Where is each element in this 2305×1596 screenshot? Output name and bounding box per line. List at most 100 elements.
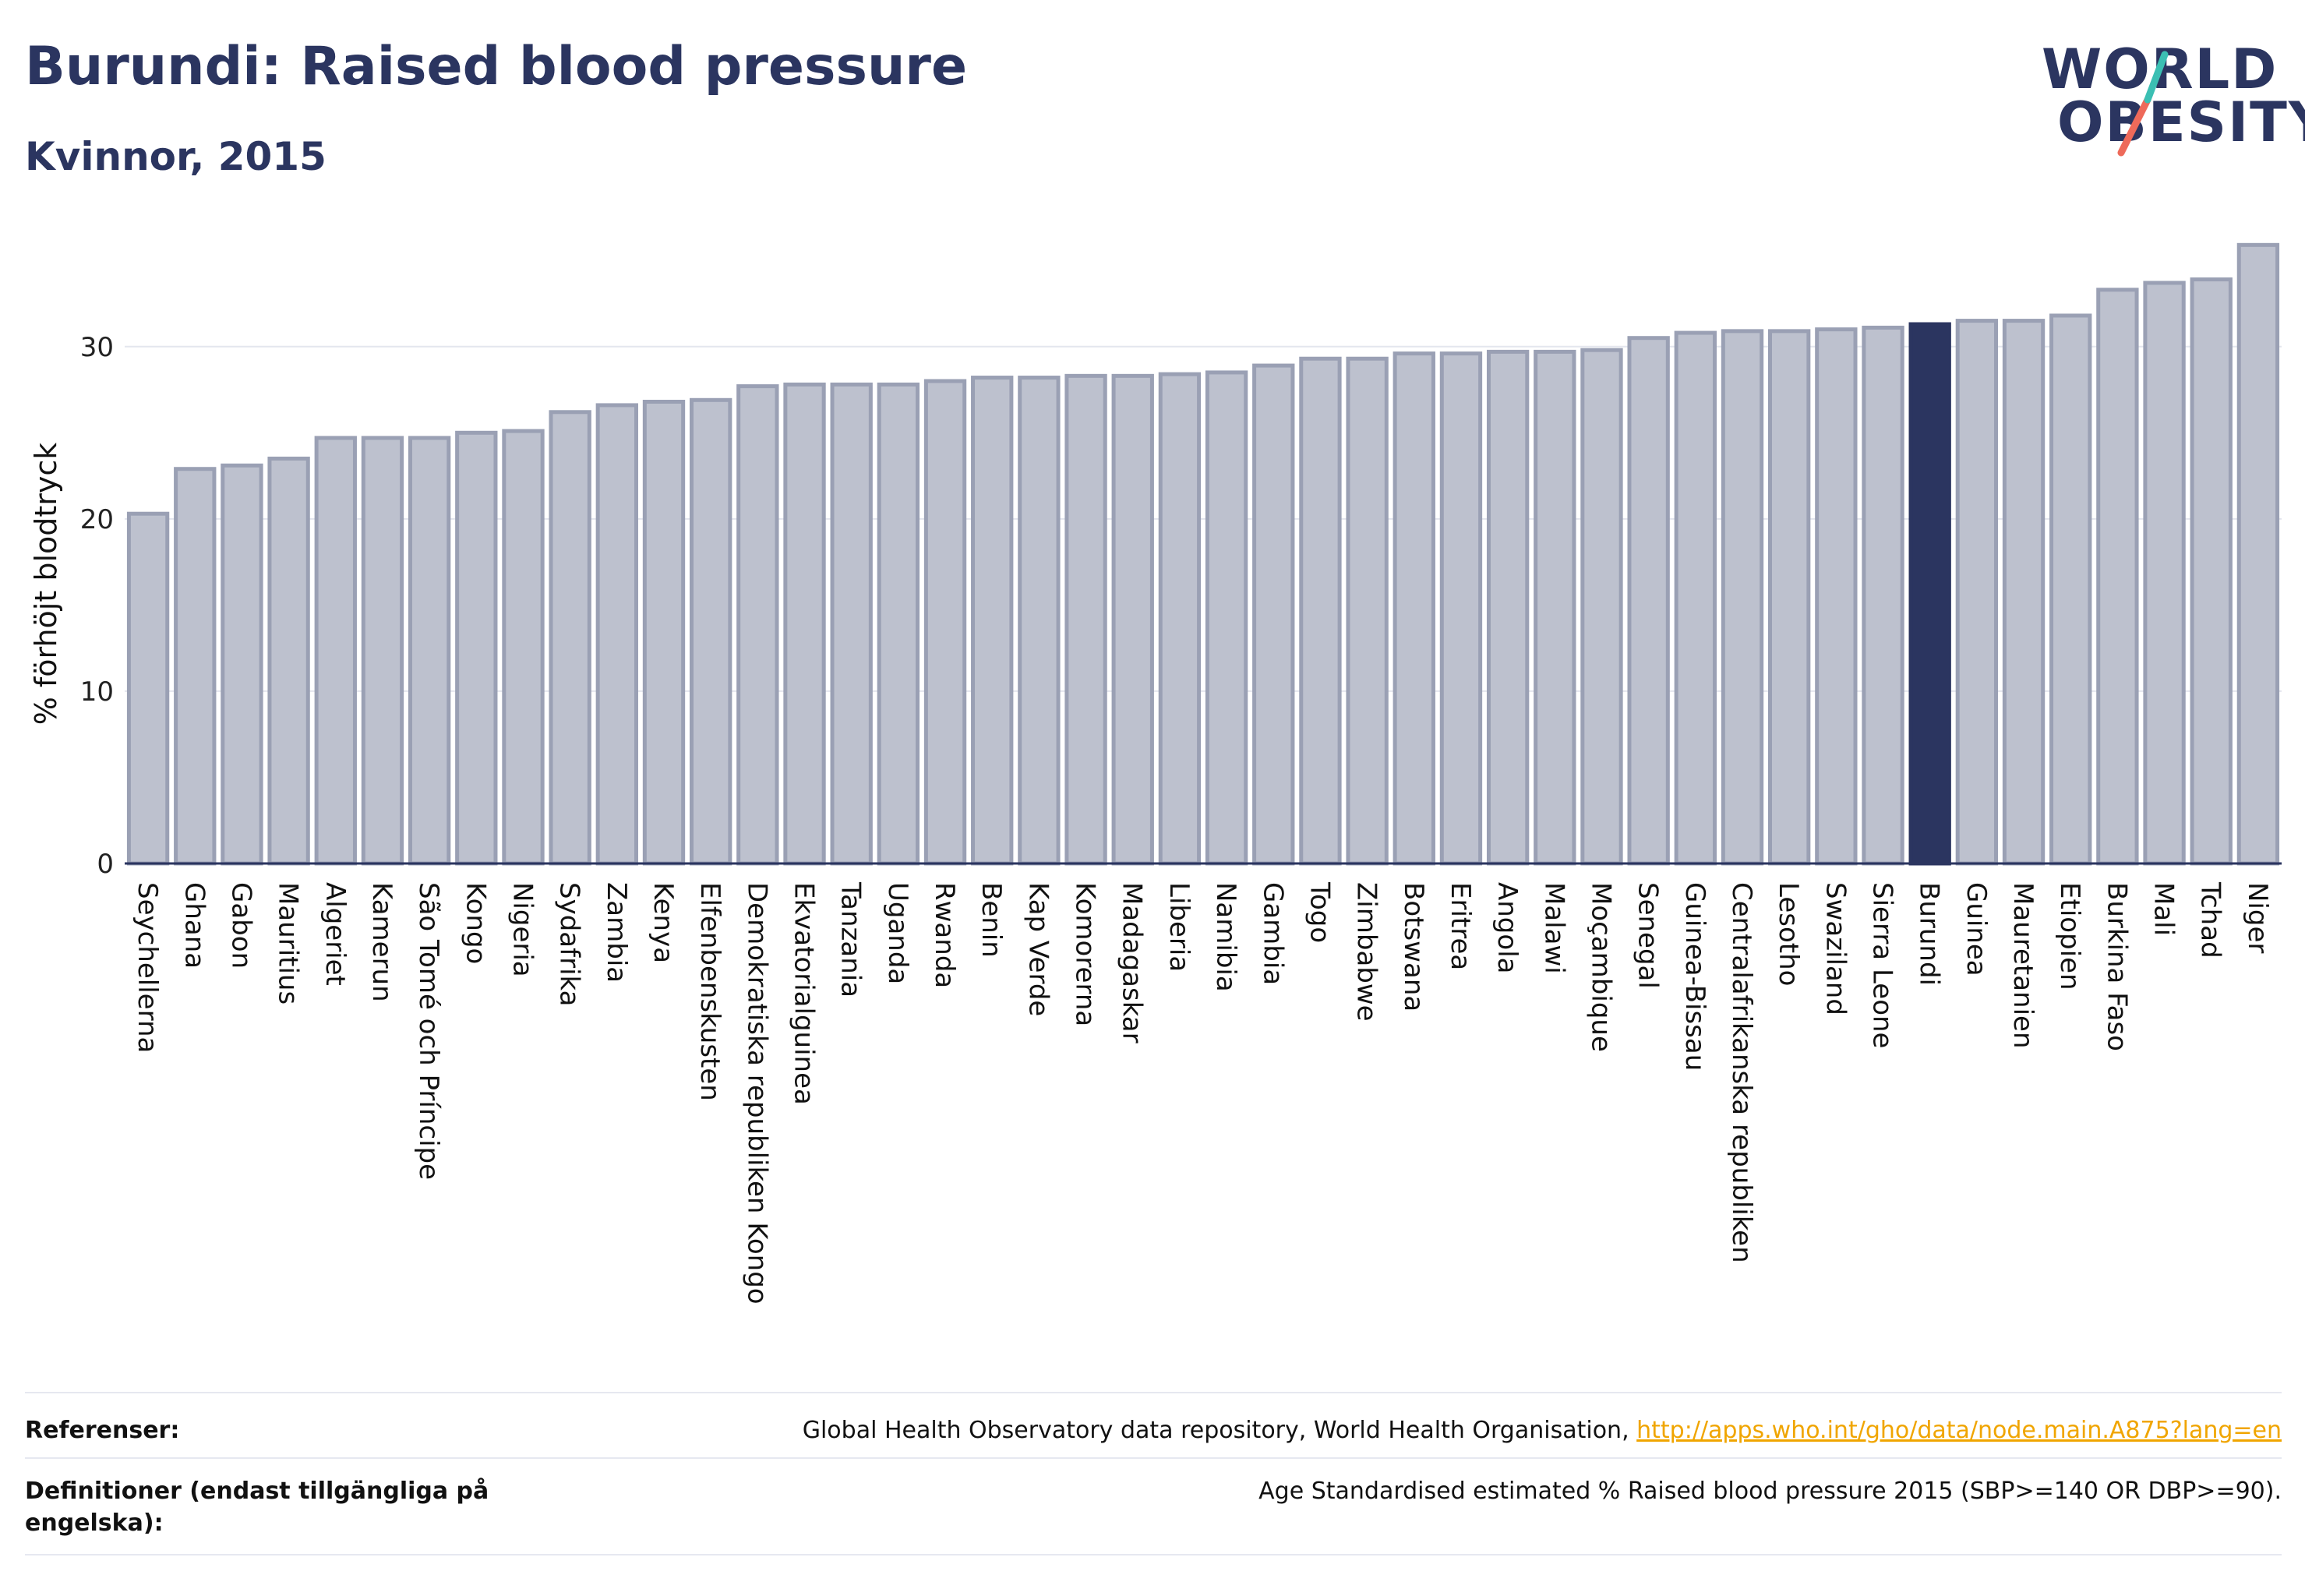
bar-seychellerna (126, 511, 170, 866)
bar-senegal (1627, 336, 1670, 866)
bar-etiopien (2049, 313, 2092, 866)
logo-line2: OBESITY (2057, 90, 2305, 154)
y-tick-label: 20 (80, 504, 114, 535)
bar-eritrea (1439, 351, 1483, 866)
bar-centralafrikanska-republiken (1721, 329, 1764, 866)
bar-sierra-leone (1862, 325, 1904, 866)
bar-burundi (1908, 322, 1951, 866)
bar-niger (2236, 242, 2280, 866)
definitions-label: Definitioner (endast tillgängliga på eng… (25, 1478, 489, 1537)
definitions-value: Age Standardised estimated % Raised bloo… (1258, 1478, 2282, 1505)
bar-mauretanien (2002, 319, 2046, 866)
x-tick-label: Seychellerna (132, 882, 163, 1053)
x-tick-label: Lesotho (1773, 882, 1804, 986)
bar-botswana (1393, 351, 1435, 866)
footer-divider-bottom (25, 1554, 2282, 1555)
x-tick-label: Tchad (2195, 881, 2226, 959)
x-tick-label: Komorerna (1070, 882, 1101, 1026)
bar-zambia (595, 403, 638, 866)
bars (126, 242, 2280, 866)
bar-sydafrika (549, 410, 591, 866)
x-tick-label: Swaziland (1820, 882, 1851, 1015)
x-tick-label: Togo (1304, 881, 1335, 943)
x-tick-label: São Tomé och Príncipe (413, 882, 444, 1180)
x-tick-label: Sydafrika (554, 882, 585, 1006)
axes: 0 10 20 30 Seychellerna Ghana Gabon Mauritius Al… (80, 332, 2282, 1305)
x-tick-label: Burundi (1914, 882, 1945, 986)
y-tick-label: 30 (80, 332, 114, 363)
x-tick-label: Liberia (1163, 882, 1195, 972)
bar-kenya (642, 400, 686, 866)
bar-nigeria (502, 429, 545, 866)
x-tick-label: Kongo (460, 882, 491, 964)
bar-liberia (1158, 372, 1202, 866)
x-tick-label: Benin (976, 882, 1007, 958)
x-tick-label: Eritrea (1445, 882, 1476, 970)
x-tick-label: Elfenbenskusten (694, 882, 725, 1101)
bar-kongo (455, 430, 498, 866)
references-label: Referenser: (25, 1417, 180, 1444)
x-tick-label: Ekvatorialguinea (789, 882, 820, 1105)
references-link[interactable]: http://apps.who.int/gho/data/node.main.A… (1636, 1417, 2282, 1444)
world-obesity-logo: WORLD OBESITY (2026, 23, 2305, 171)
bar-algeriet (314, 436, 357, 866)
references-text: Global Health Observatory data repositor… (802, 1417, 1637, 1444)
bar-guinea (1955, 319, 1999, 866)
x-tick-label: Madagaskar (1117, 882, 1148, 1043)
x-tick-label: Guinea-Bissau (1679, 882, 1710, 1071)
references-value: Global Health Observatory data repositor… (803, 1415, 2282, 1447)
x-tick-label: Demokratiska republiken Kongo (741, 882, 772, 1305)
bar-mali (2143, 281, 2186, 866)
x-tick-label: Moçambique (1585, 882, 1616, 1052)
x-tick-label: Kamerun (366, 882, 397, 1002)
x-tick-label: Mauritius (273, 882, 304, 1005)
bar-kap-verde (1018, 376, 1061, 866)
y-axis-label: % förhöjt blodtryck (29, 443, 63, 726)
bar-mauritius (267, 456, 310, 866)
bar-uganda (877, 382, 920, 866)
bar-ekvatorialguinea (783, 382, 826, 866)
x-tick-label: Algeriet (319, 882, 351, 986)
x-tick-label: Guinea (1961, 882, 1992, 976)
bar-benin (971, 376, 1014, 866)
logo-slash-icon (2117, 51, 2169, 157)
x-tick-label: Gambia (1257, 882, 1288, 985)
footer-divider-middle (25, 1457, 2282, 1459)
bar-tchad (2190, 277, 2233, 866)
y-tick-label: 0 (97, 849, 114, 880)
x-tick-label: Tanzania (835, 881, 867, 998)
bar-komorerna (1064, 373, 1107, 866)
chart-subtitle: Kvinnor, 2015 (25, 134, 327, 179)
bar-mo-ambique (1580, 348, 1623, 866)
x-tick-label: Zambia (601, 882, 632, 983)
y-tick-label: 10 (80, 676, 114, 708)
x-tick-label: Centralafrikanska republiken (1726, 882, 1757, 1263)
bar-tanzania (830, 382, 873, 866)
chart-title: Burundi: Raised blood pressure (25, 36, 968, 97)
x-tick-label: Mali (2148, 882, 2180, 936)
x-tick-label: Rwanda (929, 882, 960, 988)
bar-guinea-bissau (1674, 330, 1717, 866)
x-tick-label: Botswana (1398, 882, 1429, 1012)
bar-kamerun (361, 436, 404, 866)
x-tick-label: Angola (1491, 882, 1523, 973)
x-tick-label: Sierra Leone (1867, 882, 1898, 1048)
bar-elfenbenskusten (690, 397, 732, 866)
x-tick-label: Mauretanien (2007, 882, 2038, 1049)
bar-madagaskar (1111, 373, 1154, 866)
footer-divider-top (25, 1392, 2282, 1393)
x-tick-label: Uganda (882, 882, 913, 984)
x-tick-label: Niger (2242, 882, 2273, 953)
bar-togo (1299, 356, 1342, 866)
bar-lesotho (1768, 329, 1811, 866)
bar-swaziland (1815, 327, 1858, 866)
bar-demokratiska-republiken-kongo (736, 384, 779, 866)
x-tick-label: Nigeria (507, 882, 538, 977)
bar-chart: 0 10 20 30 Seychellerna Ghana Gabon Mauritius Al… (29, 242, 2282, 1305)
x-tick-label: Burkina Faso (2101, 882, 2132, 1051)
bar-burkina-faso (2096, 288, 2139, 866)
bar-gabon (221, 463, 263, 866)
x-tick-label: Kap Verde (1022, 882, 1054, 1016)
x-tick-label: Malawi (1538, 882, 1569, 974)
bar-s-o-tom-och-pr-ncipe (408, 436, 451, 866)
